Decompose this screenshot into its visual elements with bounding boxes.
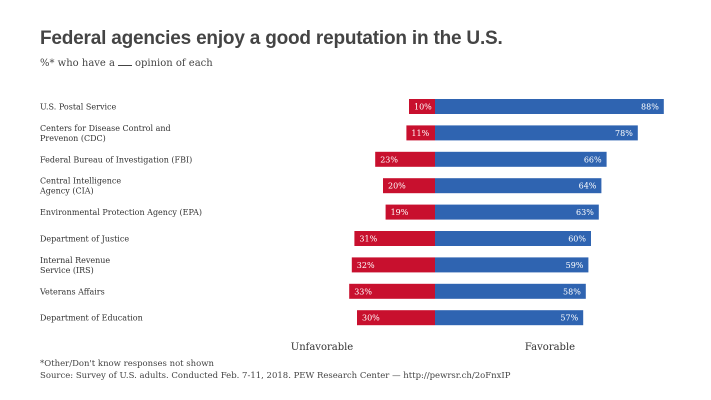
subtitle-blank — [118, 57, 132, 66]
category-label: Centers for Disease Control and Prevenon … — [40, 124, 171, 143]
category-label: Environmental Protection Agency (EPA) — [40, 208, 202, 217]
favorable-value-label: 59% — [566, 261, 584, 270]
unfavorable-value-label: 10% — [414, 103, 432, 112]
favorable-value-label: 66% — [584, 155, 602, 164]
subtitle-start: %* who have a — [40, 58, 115, 69]
unfavorable-bar — [375, 151, 435, 167]
unfavorable-value-label: 20% — [388, 182, 406, 191]
favorable-value-label: 57% — [560, 314, 578, 323]
favorable-bar — [435, 178, 602, 194]
chart-subtitle: %* who have a opinion of each — [40, 57, 213, 69]
category-label: Veterans Affairs — [39, 287, 105, 296]
unfavorable-value-label: 23% — [380, 155, 398, 164]
footnote: *Other/Don't know responses not shown — [40, 359, 215, 369]
category-label: Central Intelligence Agency (CIA) — [39, 177, 121, 196]
unfavorable-value-label: 32% — [357, 261, 375, 270]
unfavorable-bar — [349, 283, 435, 299]
favorable-bar — [435, 204, 599, 220]
favorable-value-label: 64% — [579, 182, 597, 191]
favorable-bar — [435, 99, 664, 114]
subtitle-end: opinion of each — [135, 58, 213, 69]
favorable-bar — [435, 231, 591, 246]
unfavorable-bar — [385, 204, 435, 220]
unfavorable-bar — [351, 257, 435, 273]
legend-favorable: Favorable — [525, 342, 575, 353]
favorable-value-label: 78% — [615, 129, 633, 138]
category-label: Department of Justice — [40, 235, 129, 244]
unfavorable-value-label: 19% — [391, 208, 409, 217]
category-label: Internal Revenue Service (IRS) — [40, 256, 110, 275]
chart-title: Federal agencies enjoy a good reputation… — [40, 28, 503, 49]
legend-unfavorable: Unfavorable — [291, 342, 354, 353]
favorable-bar — [435, 310, 584, 326]
favorable-value-label: 88% — [641, 103, 659, 112]
category-label: U.S. Postal Service — [40, 103, 116, 112]
category-label: Federal Bureau of Investigation (FBI) — [40, 155, 192, 164]
favorable-value-label: 58% — [563, 287, 581, 296]
unfavorable-bar — [357, 310, 435, 326]
unfavorable-bar — [383, 178, 435, 194]
favorable-bar — [435, 125, 638, 141]
unfavorable-value-label: 30% — [362, 314, 380, 323]
unfavorable-value-label: 33% — [354, 287, 372, 296]
category-label: Department of Education — [40, 314, 143, 323]
favorable-bar — [435, 283, 586, 299]
favorable-bar — [435, 151, 607, 167]
unfavorable-bar — [409, 99, 435, 114]
favorable-value-label: 63% — [576, 208, 594, 217]
favorable-value-label: 60% — [568, 235, 586, 244]
unfavorable-value-label: 11% — [411, 129, 429, 138]
unfavorable-bar — [354, 231, 435, 246]
unfavorable-value-label: 31% — [359, 235, 377, 244]
favorable-bar — [435, 257, 589, 273]
unfavorable-bar — [406, 125, 435, 141]
source-note: Source: Survey of U.S. adults. Conducted… — [40, 371, 511, 381]
